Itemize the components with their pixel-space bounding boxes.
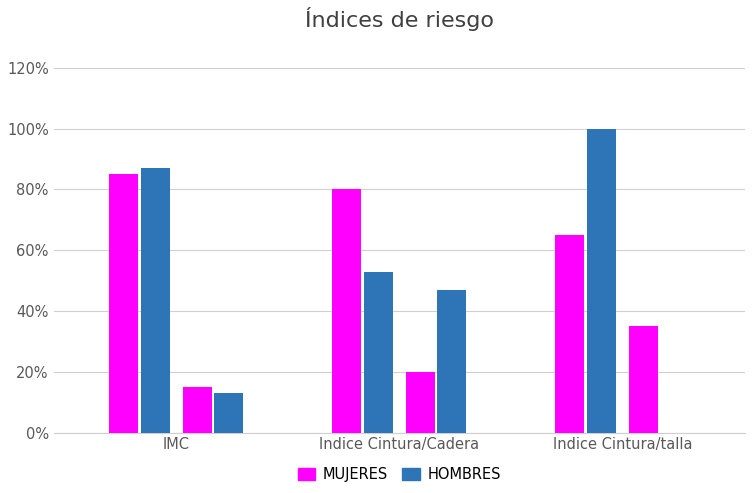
Bar [437, 290, 466, 433]
Bar [587, 129, 616, 433]
Bar [141, 168, 169, 433]
Bar [214, 393, 243, 433]
Bar [629, 326, 658, 433]
Bar [406, 372, 435, 433]
Bar [183, 387, 212, 433]
Legend: MUJERES, HOMBRES: MUJERES, HOMBRES [292, 461, 507, 488]
Bar [332, 189, 362, 433]
Bar [556, 235, 584, 433]
Bar [109, 175, 138, 433]
Title: Índices de riesgo: Índices de riesgo [305, 7, 494, 31]
Bar [364, 272, 393, 433]
